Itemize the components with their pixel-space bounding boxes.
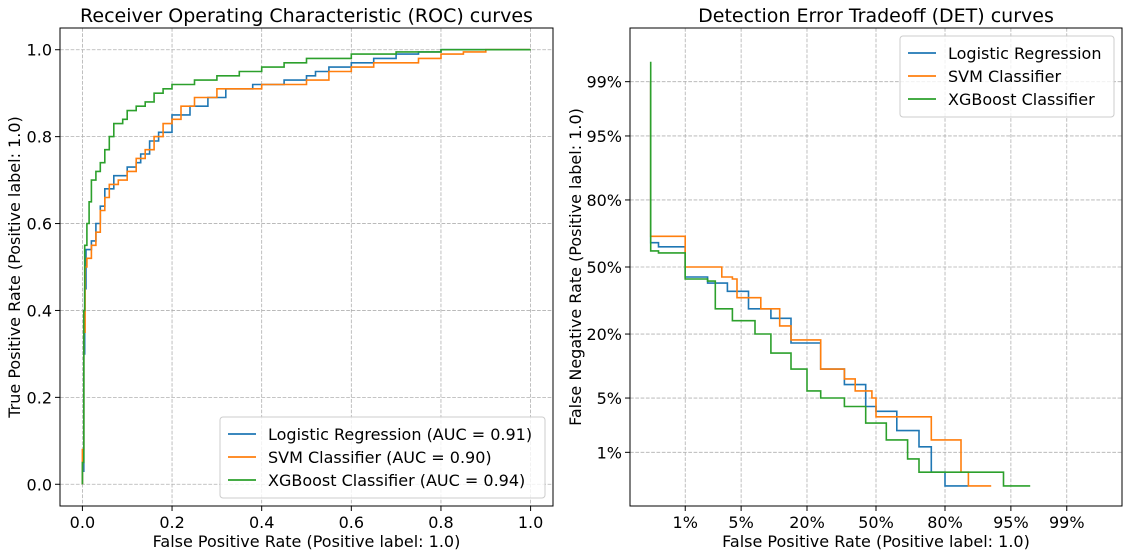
det-chart-title: Detection Error Tradeoff (DET) curves <box>698 5 1054 27</box>
series-line <box>649 81 992 487</box>
legend-entry: SVM Classifier (AUC = 0.90) <box>268 448 492 467</box>
roc-y-axis-label: True Positive Rate (Positive label: 1.0) <box>5 116 24 418</box>
legend-entry: Logistic Regression <box>948 44 1101 63</box>
series-line <box>81 48 531 485</box>
det-chart: Detection Error Tradeoff (DET) curves 1%… <box>566 5 1123 551</box>
legend-entry: XGBoost Classifier <box>948 90 1095 109</box>
y-tick-label: 0.8 <box>27 128 52 147</box>
x-tick-label: 99% <box>1049 513 1085 532</box>
x-tick-label: 1.0 <box>518 513 543 532</box>
x-tick-label: 0.6 <box>339 513 364 532</box>
y-tick-label: 50% <box>586 258 622 277</box>
legend-entry: XGBoost Classifier (AUC = 0.94) <box>268 471 525 490</box>
y-tick-label: 20% <box>586 325 622 344</box>
roc-x-axis-label: False Positive Rate (Positive label: 1.0… <box>153 532 461 551</box>
x-tick-label: 0.2 <box>159 513 184 532</box>
y-tick-label: 1.0 <box>27 41 52 60</box>
series-line <box>649 61 1031 487</box>
det-x-axis-label: False Positive Rate (Positive label: 1.0… <box>722 532 1030 551</box>
legend-box <box>899 35 1115 118</box>
legend-box <box>219 416 546 499</box>
y-tick-label: 95% <box>586 127 622 146</box>
roc-chart-title: Receiver Operating Characteristic (ROC) … <box>80 5 533 27</box>
x-tick-label: 95% <box>993 513 1029 532</box>
roc-series <box>81 48 531 485</box>
x-tick-label: 5% <box>728 513 753 532</box>
y-tick-label: 0.4 <box>27 301 52 320</box>
x-tick-label: 0.4 <box>249 513 274 532</box>
det-series <box>649 61 1031 487</box>
det-y-axis-label: False Negative Rate (Positive label: 1.0… <box>566 108 585 426</box>
x-tick-label: 20% <box>789 513 825 532</box>
y-tick-label: 5% <box>597 389 622 408</box>
y-tick-label: 99% <box>586 73 622 92</box>
legend-entry: Logistic Regression (AUC = 0.91) <box>268 425 532 444</box>
x-tick-label: 1% <box>673 513 698 532</box>
series-line <box>649 81 969 487</box>
legend-entry: SVM Classifier <box>948 67 1061 86</box>
roc-ticks: 0.0 0.2 0.4 0.6 0.8 1.0 0.0 0.2 0.4 0.6 0.8 1.0 <box>27 41 544 532</box>
roc-legend: Logistic Regression (AUC = 0.91) SVM Clas… <box>219 416 546 499</box>
roc-grid <box>60 28 553 506</box>
det-ticks: 1% 5% 20% 50% 80% 95% 99% 1% 5% 20% 50% 80% 95% 99% <box>586 73 1084 532</box>
x-tick-label: 0.8 <box>428 513 453 532</box>
y-tick-label: 0.6 <box>27 215 52 234</box>
series-line <box>81 48 531 485</box>
roc-chart: Receiver Operating Characteristic (ROC) … <box>5 5 554 551</box>
x-tick-label: 0.0 <box>70 513 95 532</box>
y-tick-label: 80% <box>586 191 622 210</box>
y-tick-label: 1% <box>597 443 622 462</box>
y-tick-label: 0.0 <box>27 475 52 494</box>
y-tick-label: 0.2 <box>27 388 52 407</box>
det-legend: Logistic Regression SVM Classifier XGBoost… <box>899 35 1115 118</box>
roc-plot-frame <box>59 27 554 507</box>
x-tick-label: 80% <box>927 513 963 532</box>
x-tick-label: 50% <box>858 513 894 532</box>
